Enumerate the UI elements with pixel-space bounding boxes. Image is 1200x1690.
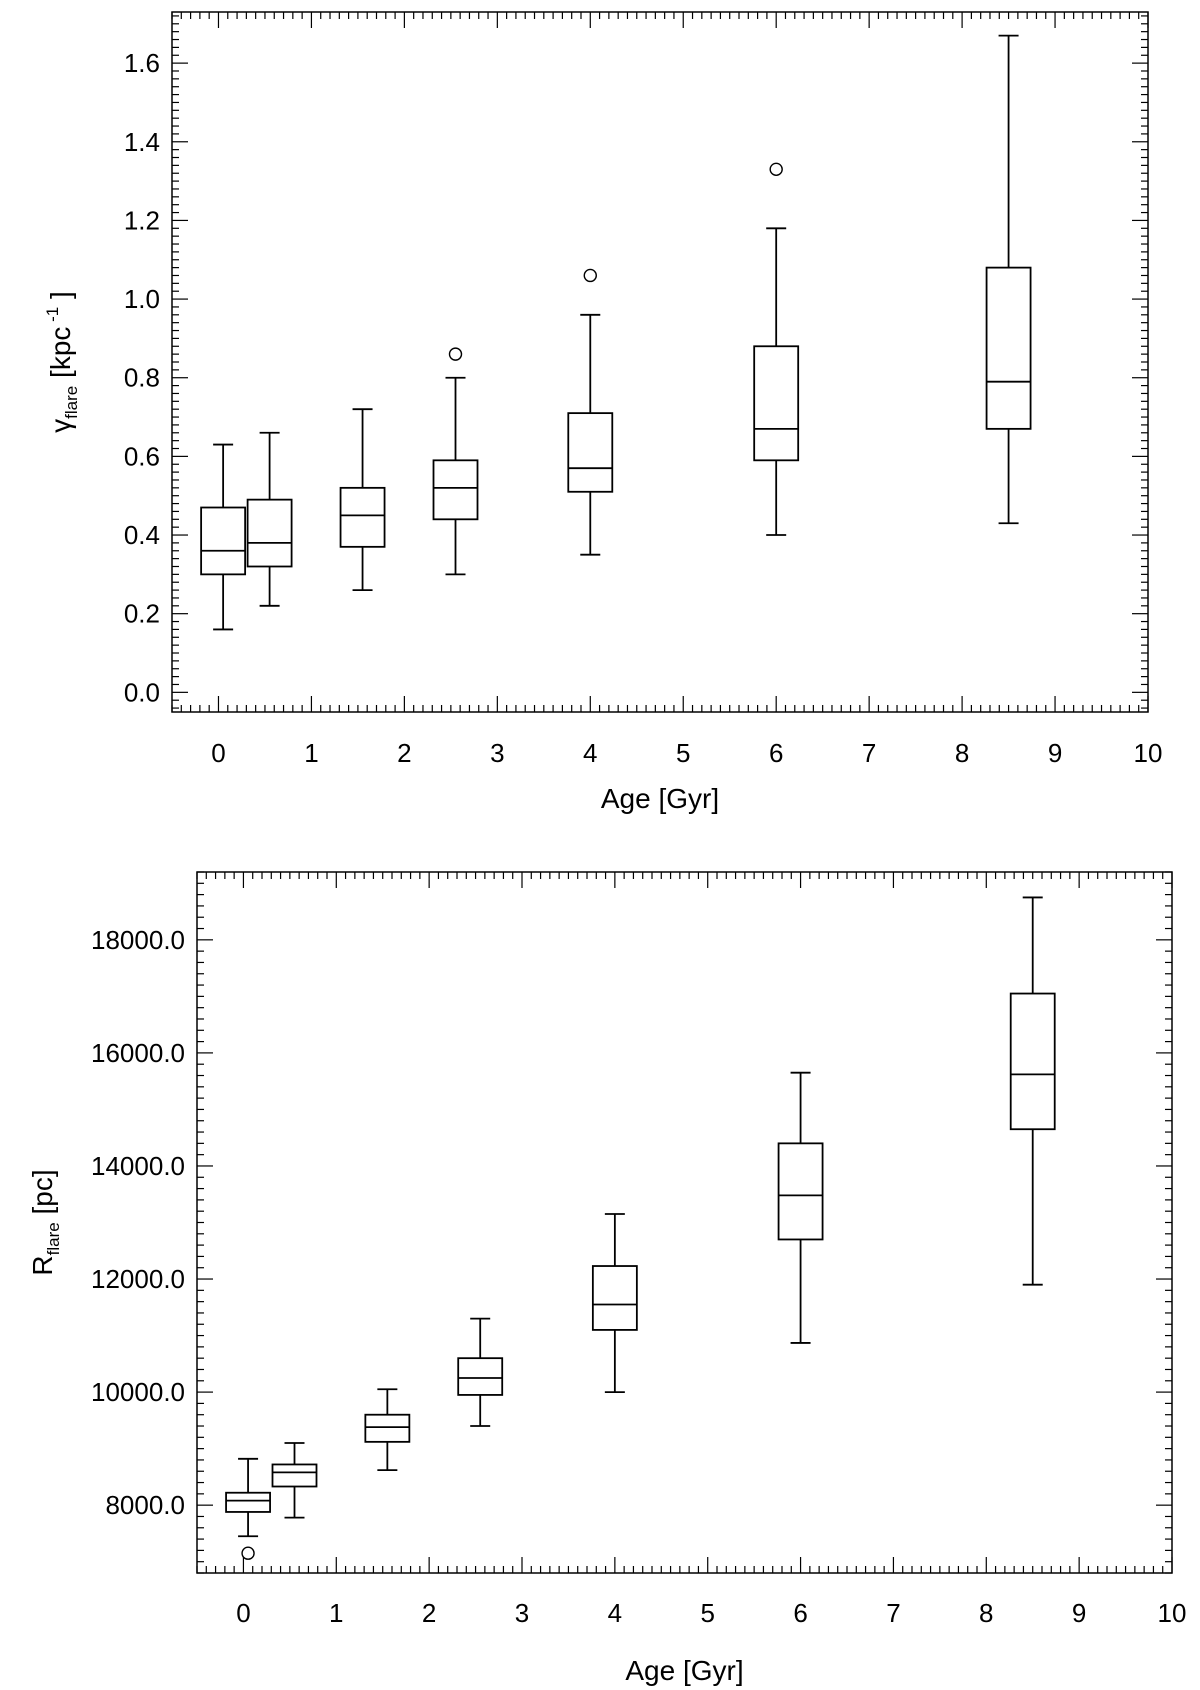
iqr-box [777, 1142, 824, 1241]
iqr-box [591, 1265, 638, 1331]
y-tick-label: 8000.0 [105, 1490, 185, 1520]
x-tick-label: 2 [397, 738, 411, 768]
iqr-box [339, 486, 386, 548]
x-tick-label: 1 [329, 1598, 343, 1628]
box-plot-3 [432, 347, 479, 576]
box-plot-1 [271, 1442, 318, 1519]
y-axis-label-sub: flare [62, 386, 81, 419]
iqr-box [567, 412, 614, 493]
box-plot-6 [985, 34, 1032, 525]
y-tick-label: 1.6 [124, 48, 160, 78]
box-plot-4 [591, 1213, 638, 1393]
x-tick-label: 7 [886, 1598, 900, 1628]
y-tick-label: 0.4 [124, 520, 160, 550]
outlier-point [241, 1546, 255, 1560]
x-tick-label: 9 [1072, 1598, 1086, 1628]
y-axis-label: γflare [kpc -1 ] [43, 291, 81, 433]
box-plot-5 [753, 162, 800, 536]
x-tick-label: 6 [793, 1598, 807, 1628]
plot-frame [171, 11, 1149, 713]
y-tick-label: 0.6 [124, 441, 160, 471]
x-tick-label: 4 [583, 738, 597, 768]
x-tick-label: 10 [1134, 738, 1163, 768]
iqr-box [985, 266, 1032, 430]
y-axis-label-main: R [27, 1255, 58, 1275]
box-plot-3 [457, 1317, 504, 1427]
x-tick-label: 2 [422, 1598, 436, 1628]
y-axis-label-unit: [kpc [45, 327, 76, 386]
box-plot-0 [200, 443, 247, 631]
box-plot-6 [1009, 896, 1056, 1286]
y-axis-label-sub: flare [44, 1222, 63, 1255]
iqr-box [457, 1357, 504, 1396]
panel-gamma-flare: 0 1 2 3 4 5 6 7 8 9 10 0.0 0.2 0.4 0.6 0.8 1.0 1.2 1.4 1.6 A… [43, 11, 1163, 814]
x-tick-label: 9 [1048, 738, 1062, 768]
iqr-box [364, 1413, 411, 1443]
x-tick-label: 10 [1158, 1598, 1187, 1628]
y-tick-label: 12000.0 [91, 1264, 185, 1294]
y-axis-label: Rflare [pc] [27, 1169, 63, 1275]
iqr-box [225, 1491, 271, 1513]
y-tick-label: 1.0 [124, 284, 160, 314]
outlier-point [583, 268, 597, 283]
iqr-box [432, 459, 479, 521]
x-tick-label: 7 [862, 738, 876, 768]
y-tick-label: 10000.0 [91, 1377, 185, 1407]
plot-frame [196, 871, 1173, 1574]
iqr-box [200, 506, 247, 576]
box-plot-2 [364, 1388, 411, 1472]
x-axis-label: Age [Gyr] [625, 1655, 743, 1686]
panel-r-flare: 0 1 2 3 4 5 6 7 8 9 10 8000.0 10000.0 12000.0 14000.0 1… [27, 871, 1187, 1686]
y-tick-label: 0.8 [124, 363, 160, 393]
x-tick-label: 0 [211, 738, 225, 768]
x-tick-label: 5 [676, 738, 690, 768]
x-tick-label: 1 [304, 738, 318, 768]
box-plot-0 [225, 1457, 271, 1560]
x-tick-label: 3 [490, 738, 504, 768]
y-tick-label: 1.2 [124, 205, 160, 235]
x-tick-label: 8 [955, 738, 969, 768]
y-tick-label: 0.2 [124, 599, 160, 629]
y-tick-label: 1.4 [124, 127, 160, 157]
iqr-box [271, 1463, 318, 1488]
x-axis-label: Age [Gyr] [601, 783, 719, 814]
x-tick-label: 6 [769, 738, 783, 768]
box-plot-1 [246, 431, 293, 607]
y-axis-label-unit: [pc] [27, 1169, 58, 1222]
y-axis-label-close: ] [45, 291, 76, 307]
iqr-box [246, 498, 293, 568]
y-axis-label-main: γ [45, 419, 76, 433]
iqr-box [1009, 992, 1056, 1131]
outlier-point [448, 347, 463, 361]
y-tick-label: 18000.0 [91, 925, 185, 955]
x-tick-label: 3 [515, 1598, 529, 1628]
x-tick-label: 8 [979, 1598, 993, 1628]
box-plot-4 [567, 268, 614, 556]
y-tick-label: 16000.0 [91, 1038, 185, 1068]
x-tick-label: 0 [236, 1598, 250, 1628]
outlier-point [769, 162, 783, 177]
box-plot-2 [339, 408, 386, 591]
iqr-box [753, 345, 800, 462]
x-tick-label: 5 [700, 1598, 714, 1628]
box-plot-5 [777, 1071, 824, 1344]
x-tick-label: 4 [608, 1598, 622, 1628]
y-axis-label-sup: -1 [43, 307, 62, 327]
y-tick-label: 0.0 [124, 677, 160, 707]
y-tick-label: 14000.0 [91, 1151, 185, 1181]
